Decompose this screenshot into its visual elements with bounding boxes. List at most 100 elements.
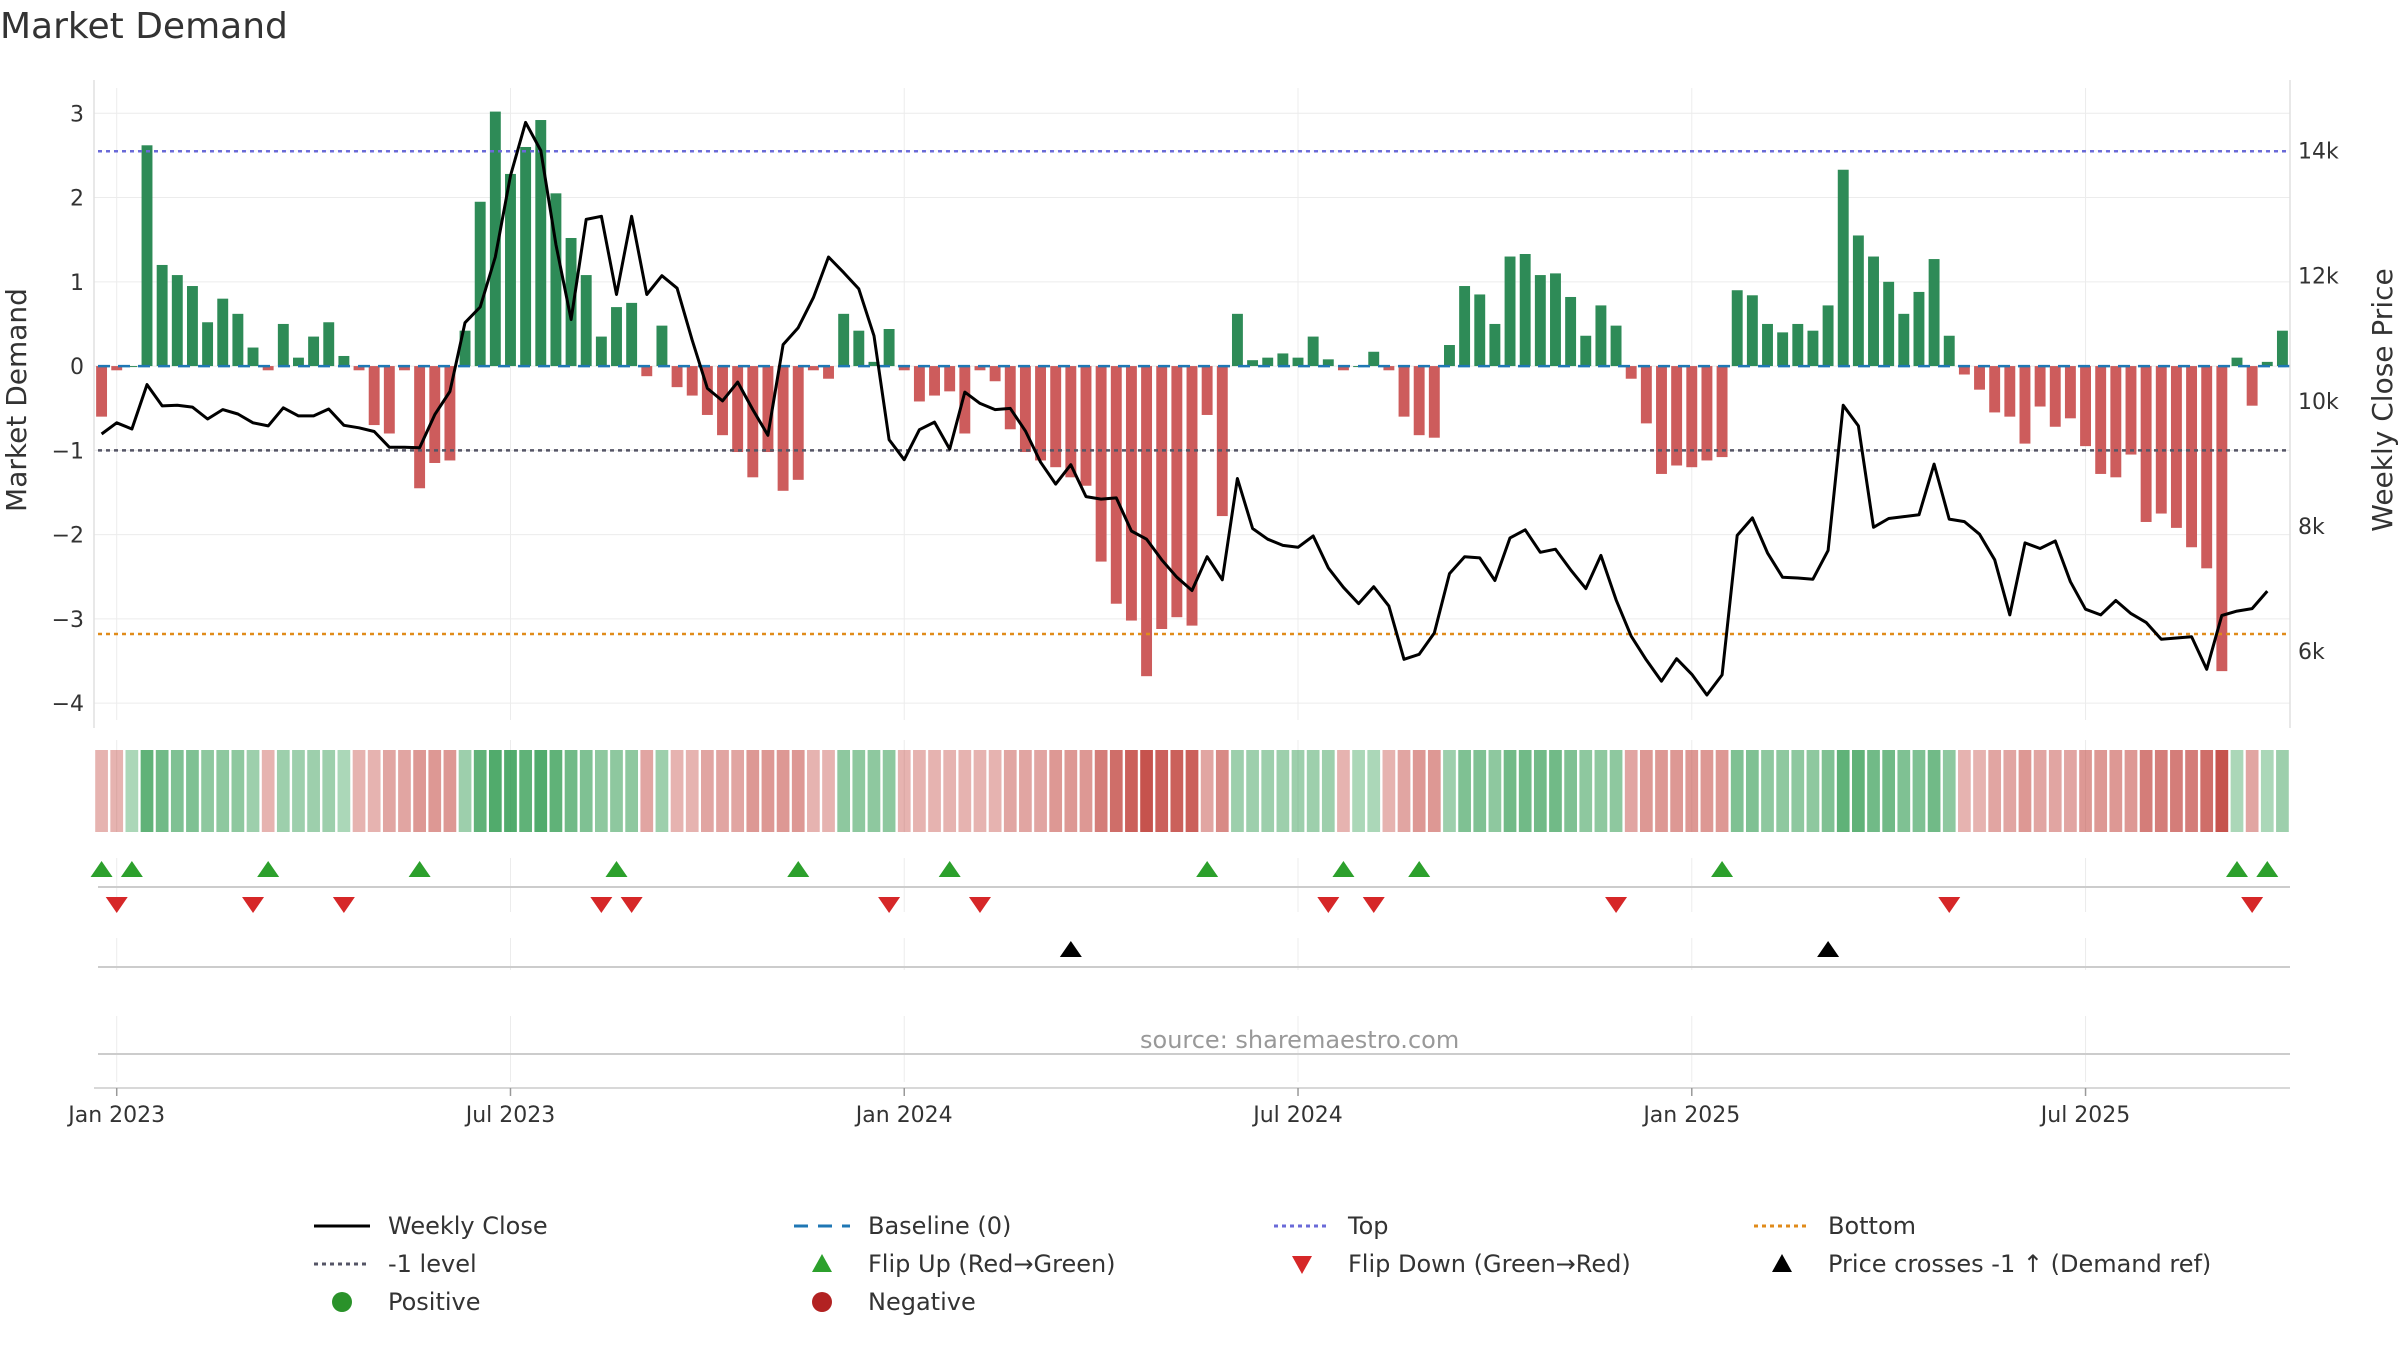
- negative-bar: [368, 366, 380, 426]
- positive-shade-cell: [1836, 750, 1850, 832]
- negative-shade-cell: [1988, 750, 2002, 832]
- positive-shade-cell: [140, 750, 154, 832]
- positive-bar: [308, 336, 320, 367]
- positive-shade-cell: [458, 750, 472, 832]
- positive-bar: [489, 111, 501, 367]
- negative-bar: [974, 366, 986, 371]
- negative-shade-cell: [1094, 750, 1108, 832]
- negative-shade-cell: [1397, 750, 1411, 832]
- legend-dotted-line-icon: [1274, 1224, 1330, 1228]
- positive-shade-cell: [186, 750, 199, 832]
- market-demand-chart: 3 2 1 0 −1 −2 −3 −4 14k 12k 10k 8k 6k Jan 2023 Jul 202…: [0, 80, 2399, 1128]
- positive-bar: [656, 325, 668, 367]
- negative-shade-cell: [913, 750, 926, 832]
- negative-shade-cell: [822, 750, 835, 832]
- negative-bar: [1640, 366, 1652, 424]
- grid-lines: [94, 88, 2290, 1082]
- negative-shade-cell: [1125, 750, 1138, 832]
- negative-bar: [2201, 366, 2213, 569]
- negative-shade-cell: [1140, 750, 1153, 832]
- negative-bar: [989, 366, 1001, 382]
- positive-bar: [1262, 357, 1274, 367]
- legend-dotted-line-icon: [314, 1262, 370, 1266]
- negative-bar: [747, 366, 759, 478]
- positive-shade-cell: [337, 750, 351, 832]
- positive-bar: [1322, 359, 1334, 367]
- positive-shade-cell: [488, 750, 502, 832]
- negative-shade-cell: [807, 750, 820, 832]
- positive-bar: [1731, 290, 1743, 367]
- negative-bar: [1413, 366, 1425, 436]
- y-right-tick-label: 12k: [2298, 265, 2339, 290]
- positive-shade-cell: [1594, 750, 1608, 832]
- y-right-tick-label: 14k: [2298, 140, 2339, 165]
- negative-shade-cell: [2064, 750, 2077, 832]
- legend-label: Weekly Close: [388, 1212, 548, 1240]
- positive-shade-cell: [276, 750, 290, 832]
- negative-shade-cell: [1019, 750, 1032, 832]
- negative-shade-cell: [2124, 750, 2138, 832]
- negative-bar: [383, 366, 395, 434]
- negative-bar: [686, 366, 698, 396]
- positive-shade-cell: [292, 750, 305, 832]
- negative-bar: [2186, 366, 2198, 548]
- positive-bar: [277, 323, 289, 367]
- negative-shade-cell: [2048, 750, 2062, 832]
- negative-shade-cell: [973, 750, 987, 832]
- flip-down-marker: [2241, 897, 2264, 913]
- y-left-tick-label: −1: [52, 439, 84, 464]
- negative-bar: [1958, 366, 1970, 375]
- negative-shade-cell: [1973, 750, 1986, 832]
- legend-triangle-up-icon: [812, 1254, 832, 1272]
- negative-bar: [1974, 366, 1985, 390]
- event-markers: [90, 861, 2290, 1055]
- positive-bar: [565, 237, 577, 367]
- positive-bar: [1504, 256, 1516, 367]
- negative-bar: [2004, 366, 2016, 417]
- positive-bar: [338, 355, 350, 367]
- negative-bar: [1701, 366, 1713, 461]
- positive-shade-cell: [1458, 750, 1471, 832]
- positive-shade-cell: [882, 750, 896, 832]
- negative-bar: [1656, 366, 1667, 474]
- positive-bar: [595, 336, 607, 367]
- flip-up-marker: [605, 861, 628, 877]
- flip-up-marker: [1711, 861, 1734, 877]
- negative-shade-cell: [1215, 750, 1229, 832]
- negative-shade-cell: [428, 750, 442, 832]
- negative-shade-cell: [2018, 750, 2032, 832]
- flip-down-marker: [332, 897, 355, 913]
- positive-bar: [1898, 313, 1910, 367]
- negative-shade-cell: [1109, 750, 1123, 832]
- positive-bar: [1489, 323, 1501, 367]
- source-note: source: sharemaestro.com: [1140, 1026, 1459, 1054]
- negative-bar: [641, 366, 653, 377]
- negative-bar: [913, 366, 925, 402]
- positive-shade-cell: [201, 750, 214, 832]
- negative-shade-cell: [958, 750, 972, 832]
- negative-bar: [414, 366, 426, 489]
- legend-label: Top: [1348, 1212, 1389, 1240]
- positive-bar: [1883, 281, 1895, 367]
- positive-bar: [1519, 254, 1531, 367]
- positive-bar: [1368, 351, 1380, 367]
- negative-bar: [1383, 366, 1395, 371]
- negative-shade-cell: [1958, 750, 1971, 832]
- flip-down-marker: [1362, 897, 1385, 913]
- negative-bar: [944, 366, 956, 392]
- positive-shade-cell: [322, 750, 336, 832]
- positive-bar: [2276, 330, 2288, 367]
- positive-bar: [883, 329, 895, 367]
- flip-up-marker: [2256, 861, 2279, 877]
- positive-bar: [459, 330, 471, 367]
- negative-shade-cell: [443, 750, 457, 832]
- negative-shade-cell: [1655, 750, 1668, 832]
- negative-bar: [399, 366, 410, 371]
- negative-bar: [2095, 366, 2107, 474]
- positive-shade-cell: [1821, 750, 1835, 832]
- positive-bar: [217, 298, 229, 367]
- positive-bar: [1777, 332, 1789, 367]
- negative-bar: [732, 366, 744, 453]
- weekly-close-polyline: [100, 120, 2269, 697]
- positive-shade-cell: [504, 750, 517, 832]
